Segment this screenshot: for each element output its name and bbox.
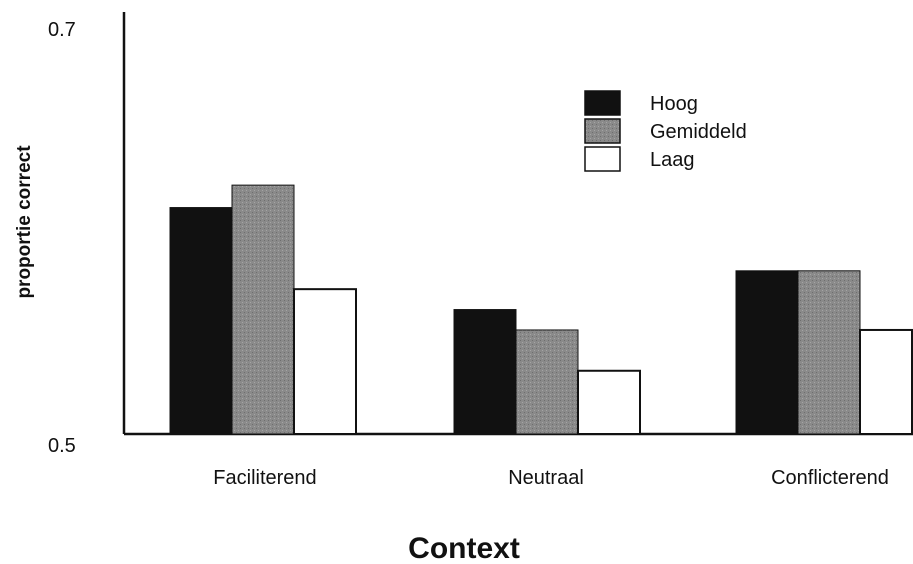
bars-group (169, 184, 913, 436)
bar-conflicterend-hoog (735, 270, 799, 435)
bar-faciliterend-gemiddeld (231, 184, 295, 435)
bar-neutraal-laag (577, 369, 641, 436)
category-label-faciliterend: Faciliterend (213, 467, 316, 489)
y-axis: 0.7 0.5 (48, 12, 126, 457)
legend-label-laag: Laag (650, 149, 695, 171)
legend-swatch-laag (584, 146, 621, 172)
bar-conflicterend-laag (859, 328, 913, 435)
category-label-conflicterend: Conflicterend (771, 467, 889, 489)
y-axis-label: proportie correct (14, 145, 35, 299)
legend-label-gemiddeld: Gemiddeld (650, 121, 747, 143)
bar-faciliterend-hoog (169, 207, 233, 435)
bar-faciliterend-laag (293, 288, 357, 435)
bar-neutraal-hoog (453, 309, 517, 435)
y-tick-label-top: 0.7 (48, 19, 76, 41)
x-axis-label: Context (408, 532, 520, 564)
legend-swatch-hoog (584, 90, 621, 116)
bar-neutraal-gemiddeld (515, 329, 579, 435)
category-label-neutraal: Neutraal (508, 467, 584, 489)
category-labels: Faciliterend Neutraal Conflicterend (213, 467, 889, 489)
y-tick-label-bottom: 0.5 (48, 435, 76, 457)
bar-conflicterend-gemiddeld (797, 270, 861, 435)
legend: Hoog Gemiddeld Laag (584, 90, 747, 172)
legend-swatch-gemiddeld (584, 118, 621, 144)
legend-label-hoog: Hoog (650, 93, 698, 115)
